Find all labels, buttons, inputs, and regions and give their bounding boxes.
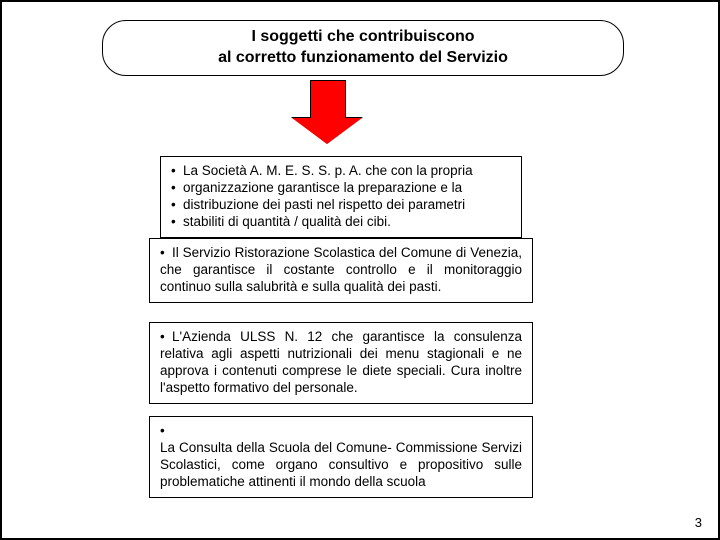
slide-frame: I soggetti che contribuiscono al corrett… [0, 0, 720, 540]
box4-text: La Consulta della Scuola del Comune- Com… [160, 440, 522, 491]
info-box-4: • La Consulta della Scuola del Comune- C… [149, 416, 533, 498]
page-number: 3 [695, 515, 702, 530]
title-box: I soggetti che contribuiscono al corrett… [102, 20, 624, 76]
bullet-icon: • [171, 214, 183, 231]
info-box-3: •L'Azienda ULSS N. 12 che garantisce la … [149, 322, 533, 404]
bullet-icon: • [160, 423, 172, 440]
bullet-icon: • [160, 329, 172, 346]
down-arrow-icon [292, 80, 362, 144]
bullet-icon: • [171, 180, 183, 197]
bullet-icon: • [160, 245, 172, 262]
box1-line4: stabiliti di quantità / qualità dei cibi… [183, 214, 391, 231]
box1-line1: La Società A. M. E. S. S. p. A. che con … [183, 163, 473, 180]
title-line-2: al corretto funzionamento del Servizio [123, 48, 603, 69]
info-box-2: •Il Servizio Ristorazione Scolastica del… [149, 238, 533, 303]
bullet-icon: • [171, 197, 183, 214]
box2-text: Il Servizio Ristorazione Scolastica del … [160, 245, 522, 294]
bullet-icon: • [171, 163, 183, 180]
box1-line2: organizzazione garantisce la preparazion… [183, 180, 462, 197]
info-box-1: •La Società A. M. E. S. S. p. A. che con… [160, 156, 522, 238]
box3-text: L'Azienda ULSS N. 12 che garantisce la c… [160, 329, 522, 395]
box1-line3: distribuzione dei pasti nel rispetto dei… [183, 197, 465, 214]
title-line-1: I soggetti che contribuiscono [123, 27, 603, 48]
